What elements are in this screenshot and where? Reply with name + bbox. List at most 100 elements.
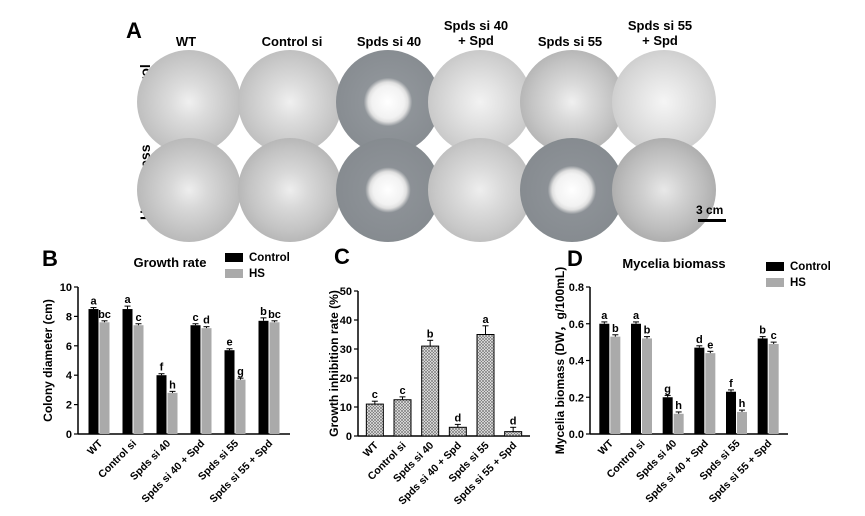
significance-letter: bc — [98, 309, 111, 321]
scale-bar-label: 3 cm — [696, 203, 724, 217]
y-tick-label: 4 — [66, 370, 73, 382]
significance-letter: d — [454, 412, 461, 424]
y-axis-label: Growth inhibition rate (%) — [327, 290, 341, 437]
plate-spds-si-40-spd-control — [428, 50, 532, 154]
x-tick-label: Spds si 40 + Spd — [139, 438, 207, 506]
column-header-wt: WT — [175, 34, 197, 49]
plate-spds-si-40-spd-heat-stress — [428, 138, 532, 242]
significance-letter: b — [612, 323, 619, 335]
bar-spds-si-40-spd — [448, 426, 467, 437]
bar-spds-si-55 — [476, 334, 495, 437]
bar-spds-si-55-spd-control — [258, 320, 269, 434]
legend-label-hs: HS — [249, 268, 265, 280]
bar-spds-si-55-spd-hs — [768, 343, 779, 434]
bar-wt — [365, 403, 384, 437]
chart-title: Growth rate — [134, 255, 207, 270]
y-tick-label: 0.4 — [569, 356, 585, 368]
column-header-spds-si-40-spd: Spds si 40 + Spd — [443, 18, 509, 48]
significance-letter: bc — [268, 309, 281, 321]
significance-letter: b — [260, 306, 267, 318]
panel-c-letter: C — [334, 244, 350, 269]
x-tick-label: WT — [361, 439, 381, 459]
bar-spds-si-40-spd-control — [190, 325, 201, 434]
significance-letter: a — [633, 310, 640, 322]
plate-spds-si-40-control — [336, 50, 440, 154]
significance-letter: b — [644, 325, 651, 337]
bar-spds-si-55-hs — [737, 411, 747, 434]
bar-wt-hs — [610, 336, 621, 434]
bar-control-si-hs — [642, 338, 652, 434]
plate-spds-si-55-heat-stress — [520, 138, 624, 242]
y-tick-label: 6 — [66, 341, 72, 353]
bar-spds-si-55-spd — [504, 431, 523, 437]
bar-spds-si-40-spd-hs — [201, 328, 212, 434]
bar-spds-si-40 — [421, 345, 440, 437]
x-tick-label: Spds si 55 + Spd — [207, 438, 275, 506]
legend-swatch-hs — [766, 278, 784, 287]
significance-letter: d — [510, 415, 517, 427]
plate-wt-control — [137, 50, 241, 154]
y-tick-label: 8 — [66, 311, 72, 323]
significance-letter: h — [675, 400, 682, 412]
bar-control-si-control — [122, 309, 133, 434]
significance-letter: e — [226, 337, 232, 349]
y-tick-label: 10 — [340, 402, 352, 414]
legend-label-control: Control — [249, 252, 290, 264]
x-tick-label: WT — [596, 437, 616, 457]
y-tick-label: 50 — [340, 286, 352, 298]
y-tick-label: 0.8 — [569, 282, 584, 294]
plate-spds-si-55-spd-control — [612, 50, 716, 154]
bar-wt-control — [599, 323, 610, 434]
y-axis-label: Colony diameter (cm) — [41, 299, 55, 422]
chart-title: Mycelia biomass — [622, 256, 725, 271]
significance-letter: h — [739, 398, 746, 410]
bar-spds-si-40-hs — [673, 413, 684, 434]
bar-wt-control — [88, 309, 99, 434]
y-tick-label: 0.0 — [569, 429, 584, 441]
y-tick-label: 30 — [340, 344, 352, 356]
bar-control-si — [393, 399, 412, 437]
significance-letter: h — [169, 379, 176, 391]
y-tick-label: 20 — [340, 373, 352, 385]
significance-letter: b — [427, 328, 434, 340]
panel-d-letter: D — [567, 246, 583, 271]
significance-letter: e — [707, 339, 713, 351]
significance-letter: c — [771, 330, 777, 342]
panel-b-letter: B — [42, 246, 58, 271]
column-header-spds-si-40: Spds si 40 — [356, 34, 422, 49]
bar-spds-si-55-control — [726, 391, 736, 434]
y-axis-label: Mycelia biomass (DW，g/100mL) — [553, 267, 567, 454]
significance-letter: g — [237, 366, 244, 378]
significance-letter: a — [482, 314, 489, 326]
legend-swatch-control — [766, 262, 784, 271]
y-tick-label: 0.2 — [569, 392, 584, 404]
y-tick-label: 10 — [60, 282, 72, 294]
bar-spds-si-55-control — [224, 350, 235, 434]
y-tick-label: 40 — [340, 315, 352, 327]
scale-bar — [698, 219, 726, 222]
legend-label-hs: HS — [790, 277, 806, 289]
panel-a-letter: A — [126, 18, 142, 43]
significance-letter: f — [729, 378, 733, 390]
y-tick-label: 0 — [66, 429, 72, 441]
y-tick-label: 0 — [346, 431, 352, 443]
plate-control-si-heat-stress — [238, 138, 342, 242]
plate-spds-si-55-control — [520, 50, 624, 154]
bar-spds-si-55-spd-hs — [269, 322, 280, 434]
bar-spds-si-40-control — [156, 375, 167, 434]
significance-letter: a — [124, 294, 131, 306]
significance-letter: g — [664, 383, 671, 395]
bar-control-si-control — [631, 323, 641, 434]
bar-spds-si-40-spd-control — [694, 347, 705, 434]
column-header-spds-si-55: Spds si 55 — [537, 34, 603, 49]
significance-letter: a — [601, 310, 608, 322]
column-header-control-si: Control si — [261, 34, 323, 49]
significance-letter: c — [372, 389, 378, 401]
significance-letter: c — [399, 385, 405, 397]
bar-control-si-hs — [133, 325, 144, 434]
significance-letter: c — [192, 312, 198, 324]
bar-spds-si-40-hs — [167, 392, 178, 434]
bar-spds-si-55-spd-control — [757, 338, 768, 434]
